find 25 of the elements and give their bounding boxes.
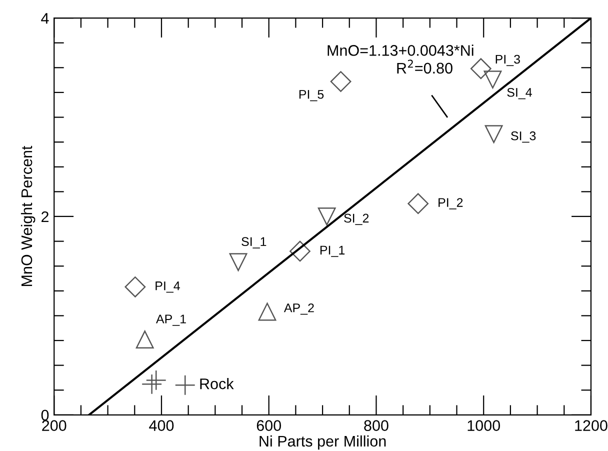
annotation: SI_3: [511, 131, 536, 143]
y-tick-label: 2: [42, 211, 48, 222]
annotation: PI_3: [496, 54, 520, 66]
annotation: PI_2: [438, 198, 463, 210]
x-tick-label: 200: [42, 420, 66, 432]
x-tick-label: 400: [149, 420, 174, 432]
x-tick-label: 1000: [468, 420, 500, 432]
annotation: SI_1: [242, 237, 266, 248]
annotation: PI_1: [320, 246, 345, 257]
annotation: SI_2: [344, 214, 369, 225]
annotation: PI_5: [299, 90, 324, 102]
y-tick-label: 0: [41, 410, 49, 421]
y-axis-title: MnO Weight Percent: [20, 146, 36, 286]
annotation: R$^{2}$=0.80: [397, 60, 452, 74]
y-tick-label: 4: [41, 13, 49, 24]
annotation: AP_2: [284, 303, 314, 315]
x-tick-label: 800: [364, 420, 388, 432]
x-tick-label: 1200: [575, 420, 608, 432]
x-axis-title: Ni Parts per Million: [260, 435, 386, 450]
annotation: AP_1: [156, 314, 186, 326]
annotation: MnO=1.13+0.0043*Ni: [328, 44, 474, 56]
series-label: Rock: [200, 378, 234, 390]
x-tick-label: 600: [256, 420, 282, 432]
annotation: PI_4: [156, 282, 180, 293]
annotation: SI_4: [507, 88, 532, 100]
